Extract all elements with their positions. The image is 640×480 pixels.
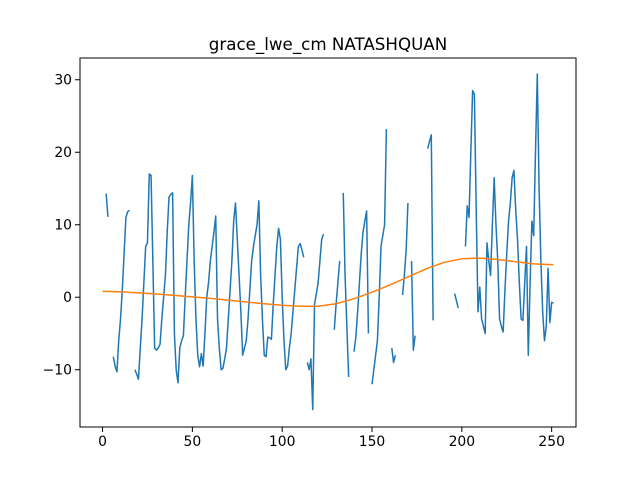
x-tick-label: 250 <box>538 434 565 450</box>
data-line <box>102 257 554 308</box>
y-tick-label: 10 <box>54 218 72 234</box>
x-tick-label: 0 <box>98 434 107 450</box>
y-tick-label: 30 <box>54 73 72 89</box>
x-tick-label: 200 <box>449 434 476 450</box>
axes-frame <box>79 57 577 428</box>
y-tick-label: 0 <box>63 290 72 306</box>
chart-title: grace_lwe_cm NATASHQUAN <box>209 34 447 55</box>
y-tick-label: 20 <box>54 145 72 161</box>
x-tick-label: 150 <box>359 434 386 450</box>
data-line <box>105 73 554 411</box>
x-tick-label: 100 <box>269 434 296 450</box>
x-tick-label: 50 <box>184 434 202 450</box>
y-tick-label: −10 <box>43 363 72 379</box>
